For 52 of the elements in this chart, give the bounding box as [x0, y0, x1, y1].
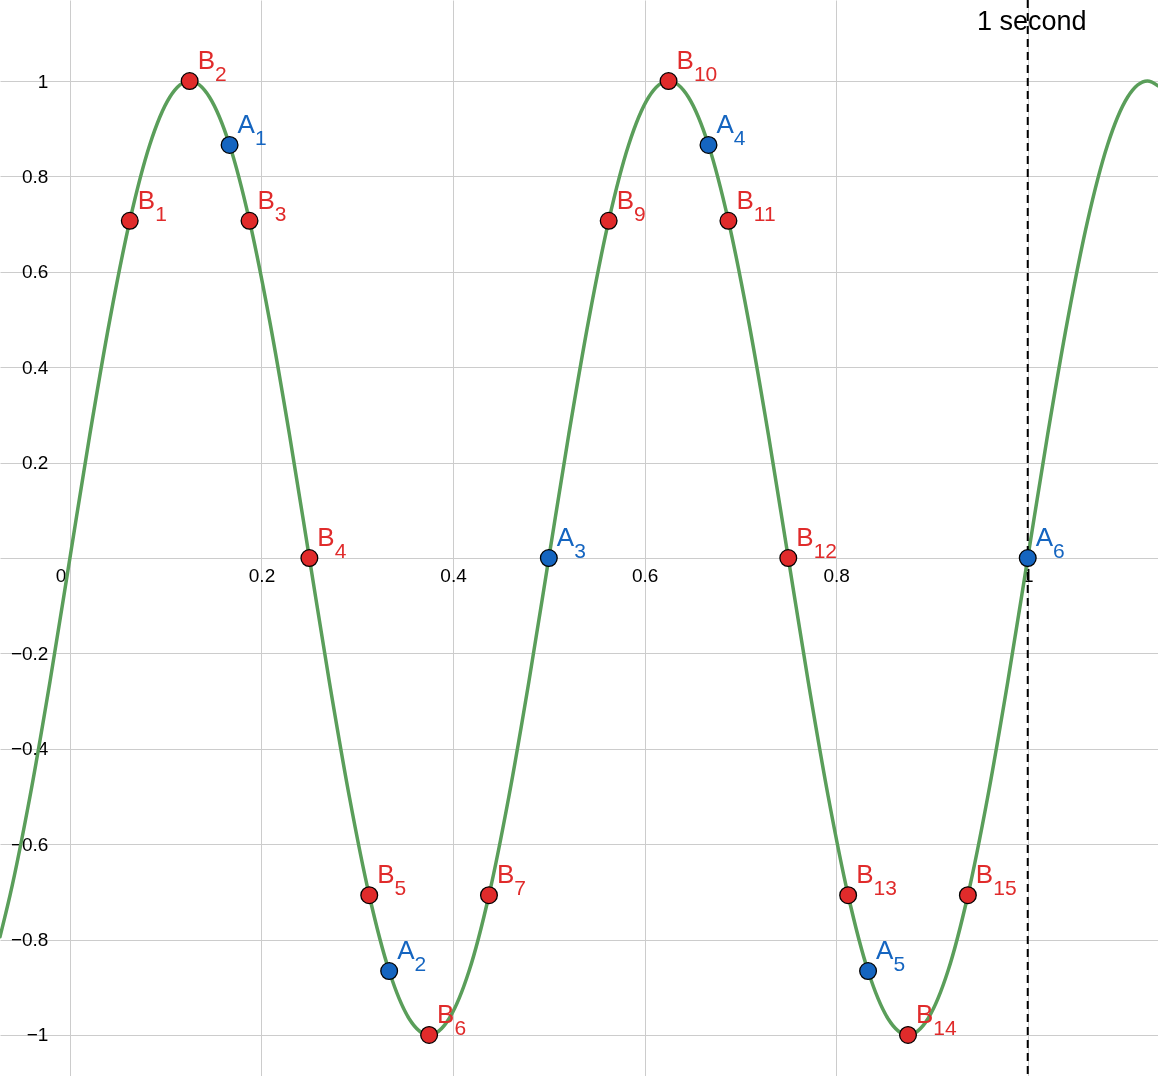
- annotation: A$_{5}$: [876, 935, 906, 975]
- annotation: B$_{2}$: [197, 45, 227, 85]
- y-tick-label: −0.8: [10, 929, 49, 951]
- annotation: B$_{5}$: [377, 859, 407, 899]
- annotation: A$_{4}$: [716, 108, 746, 149]
- annotation: B$_{12}$: [796, 522, 837, 562]
- annotation: B$_{13}$: [856, 859, 897, 899]
- point: [300, 549, 319, 568]
- y-tick-label: 0.6: [22, 261, 49, 283]
- point: [479, 886, 498, 905]
- x-tick-label: 0.8: [823, 564, 850, 586]
- annotation: B$_{1}$: [137, 184, 167, 225]
- annotation: B$_{4}$: [317, 522, 347, 562]
- ref-line-label: 1 second: [976, 6, 1087, 36]
- x-tick-label: 0: [55, 564, 67, 586]
- point: [839, 886, 858, 905]
- point: [380, 962, 399, 981]
- point: [420, 1025, 439, 1044]
- annotation: A$_{1}$: [237, 108, 267, 149]
- annotation: A$_{3}$: [556, 522, 586, 562]
- point: [779, 549, 798, 568]
- point: [240, 211, 259, 230]
- y-tick-label: 1: [37, 70, 49, 92]
- annotation: A$_{2}$: [397, 935, 427, 975]
- point: [220, 135, 239, 154]
- point: [180, 72, 199, 91]
- y-tick-label: 0.4: [22, 356, 49, 378]
- annotation: B$_{3}$: [257, 184, 287, 225]
- point: [958, 886, 977, 905]
- point: [898, 1025, 918, 1044]
- annotation: B$_{7}$: [496, 859, 526, 899]
- y-tick-label: 0.2: [22, 452, 49, 474]
- y-tick-label: 0.8: [22, 165, 49, 187]
- y-tick-label: −1: [26, 1024, 49, 1046]
- annotation: B$_{9}$: [616, 184, 646, 225]
- annotation: A$_{6}$: [1035, 522, 1065, 562]
- point: [120, 211, 139, 230]
- x-tick-label: 0.4: [440, 564, 468, 586]
- point: [859, 962, 878, 981]
- annotation: B$_{11}$: [736, 184, 776, 225]
- point: [539, 549, 558, 568]
- point: [699, 135, 718, 154]
- x-tick-label: 0.6: [631, 564, 659, 586]
- x-tick-label: 0.2: [248, 564, 276, 586]
- point: [599, 211, 618, 230]
- point: [1018, 549, 1037, 568]
- point: [360, 886, 379, 905]
- point: [719, 211, 738, 230]
- annotation: B$_{10}$: [676, 45, 718, 85]
- point: [659, 72, 678, 91]
- annotation: B$_{15}$: [975, 859, 1017, 899]
- y-tick-label: −0.2: [10, 642, 49, 664]
